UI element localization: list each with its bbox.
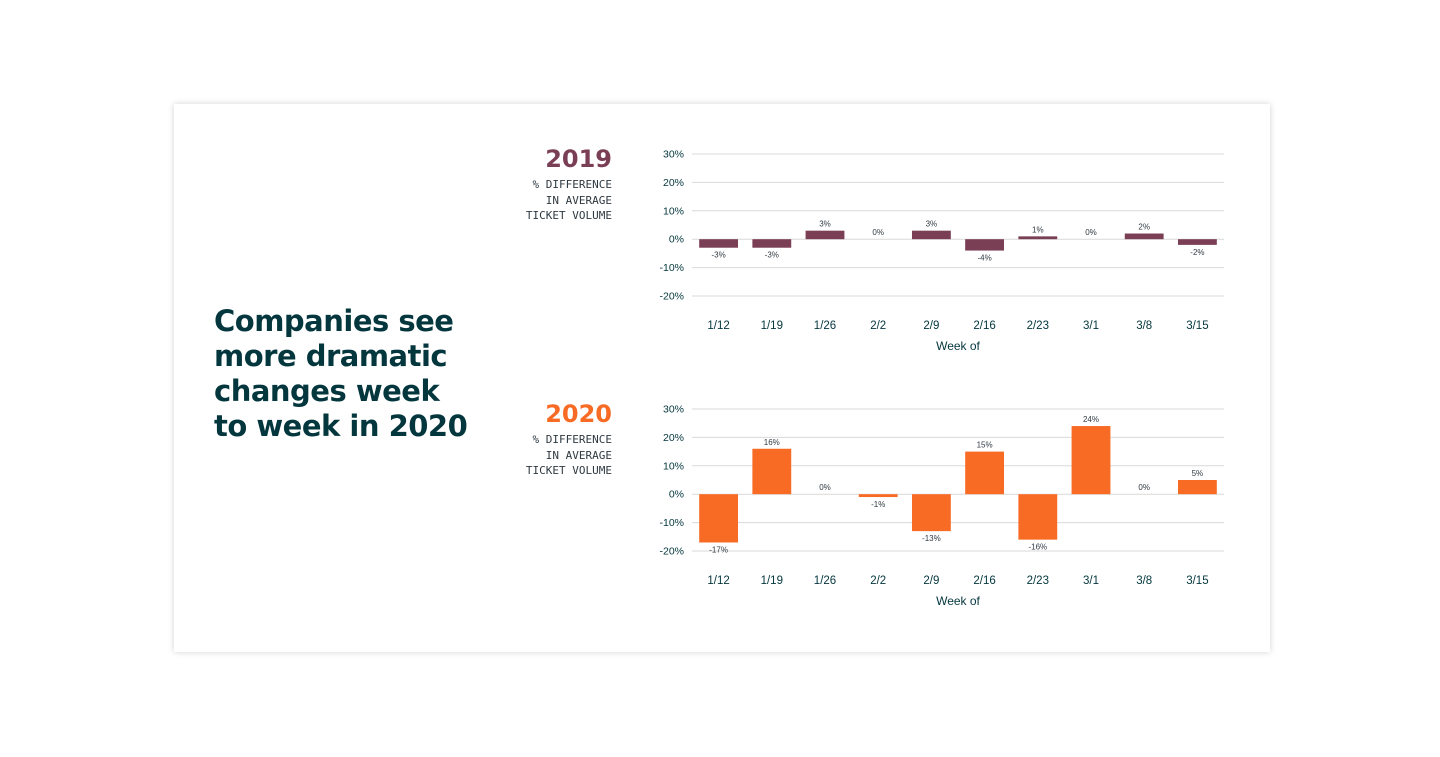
y-tick-label-2019: 30% (663, 149, 684, 161)
bar-chart-2019: 30% 20% 10% 0% -10% -20% -3% 1/12 -3% 1/19 3% 1/26 0… (659, 149, 1224, 353)
x-tick-label-2020-2/9: 2/9 (923, 575, 939, 587)
x-tick-label-2019-1/12: 1/12 (707, 320, 729, 332)
x-axis-title-2019: Week of (936, 339, 980, 353)
y-tick-label-2019: 10% (663, 205, 684, 217)
data-label-2020-3/8: 0% (1138, 483, 1150, 492)
y-tick-label-2019: -10% (659, 262, 684, 274)
bar-2020-3/15 (1177, 480, 1217, 495)
headline: Companies see more dramatic changes week… (214, 304, 468, 443)
x-tick-label-2020-3/1: 3/1 (1083, 575, 1099, 587)
bar-2020-2/2 (858, 494, 898, 498)
data-label-2020-2/16: 15% (977, 441, 993, 450)
bar-2019-2/16 (965, 239, 1005, 251)
x-tick-label-2019-3/15: 3/15 (1186, 320, 1208, 332)
y-tick-label-2019: -20% (659, 291, 684, 303)
data-label-2019-2/23: 1% (1032, 225, 1044, 234)
bar-2019-1/12 (699, 239, 739, 248)
data-label-2020-1/19: 16% (764, 438, 780, 447)
data-label-2019-2/9: 3% (926, 220, 938, 229)
x-axis-title-2020: Week of (936, 594, 980, 608)
y-tick-label-2020: 20% (663, 432, 684, 444)
data-label-2019-3/1: 0% (1085, 228, 1097, 237)
data-label-2019-3/8: 2% (1138, 223, 1150, 232)
bar-2019-3/8 (1124, 233, 1164, 240)
y-tick-label-2020: 0% (669, 489, 684, 501)
x-tick-label-2020-2/2: 2/2 (870, 575, 886, 587)
metric-label-2020: % DIFFERENCE IN AVERAGE TICKET VOLUME (525, 433, 612, 477)
data-label-2019-3/15: -2% (1190, 248, 1204, 257)
bar-chart-2020: 30% 20% 10% 0% -10% -20% -17% 1/12 16% 1/19 0% 1/26… (659, 404, 1224, 608)
bar-2020-1/12 (699, 494, 739, 543)
x-tick-label-2019-1/19: 1/19 (761, 320, 783, 332)
bar-2019-2/9 (911, 230, 951, 240)
x-tick-label-2019-3/1: 3/1 (1083, 320, 1099, 332)
data-label-2019-2/2: 0% (872, 228, 884, 237)
bar-2020-2/23 (1018, 494, 1058, 540)
y-tick-label-2020: 30% (663, 404, 684, 416)
bar-2020-3/1 (1071, 426, 1111, 495)
x-tick-label-2020-1/19: 1/19 (761, 575, 783, 587)
x-tick-label-2020-3/15: 3/15 (1186, 575, 1208, 587)
data-label-2020-3/1: 24% (1083, 415, 1099, 424)
bar-2019-3/15 (1177, 239, 1217, 245)
y-tick-label-2020: -10% (659, 517, 684, 529)
y-tick-label-2020: 10% (663, 460, 684, 472)
x-tick-label-2019-1/26: 1/26 (814, 320, 836, 332)
x-tick-label-2019-2/9: 2/9 (923, 320, 939, 332)
x-tick-label-2019-2/16: 2/16 (973, 320, 995, 332)
data-label-2020-2/23: -16% (1028, 543, 1047, 552)
bar-2020-2/9 (911, 494, 951, 532)
bar-2020-2/16 (965, 451, 1005, 495)
x-tick-label-2019-3/8: 3/8 (1136, 320, 1152, 332)
year-title-2020: 2020 (545, 400, 612, 428)
bar-2019-1/26 (805, 230, 845, 240)
label-block-2019: 2019 % DIFFERENCE IN AVERAGE TICKET VOLU… (484, 144, 612, 224)
x-tick-label-2020-3/8: 3/8 (1136, 575, 1152, 587)
data-label-2020-2/2: -1% (871, 500, 885, 509)
chart-card: Companies see more dramatic changes week… (174, 104, 1270, 652)
x-tick-label-2020-1/12: 1/12 (707, 575, 729, 587)
year-title-2019: 2019 (545, 145, 612, 173)
x-tick-label-2020-1/26: 1/26 (814, 575, 836, 587)
x-tick-label-2020-2/23: 2/23 (1027, 575, 1049, 587)
y-tick-label-2020: -20% (659, 546, 684, 558)
bar-2020-1/19 (752, 448, 792, 495)
data-label-2019-1/19: -3% (765, 251, 779, 260)
x-tick-label-2019-2/23: 2/23 (1027, 320, 1049, 332)
bar-2019-1/19 (752, 239, 792, 248)
data-label-2019-1/26: 3% (819, 220, 831, 229)
label-block-2020: 2020 % DIFFERENCE IN AVERAGE TICKET VOLU… (484, 399, 612, 479)
x-tick-label-2020-2/16: 2/16 (973, 575, 995, 587)
data-label-2020-1/12: -17% (709, 545, 728, 554)
data-label-2019-2/16: -4% (977, 254, 991, 263)
data-label-2020-1/26: 0% (819, 483, 831, 492)
x-tick-label-2019-2/2: 2/2 (870, 320, 886, 332)
data-label-2020-3/15: 5% (1192, 469, 1204, 478)
y-tick-label-2019: 20% (663, 177, 684, 189)
data-label-2019-1/12: -3% (711, 251, 725, 260)
metric-label-2019: % DIFFERENCE IN AVERAGE TICKET VOLUME (525, 178, 612, 222)
y-tick-label-2019: 0% (669, 234, 684, 246)
data-label-2020-2/9: -13% (922, 534, 941, 543)
bar-2019-2/23 (1018, 236, 1058, 240)
